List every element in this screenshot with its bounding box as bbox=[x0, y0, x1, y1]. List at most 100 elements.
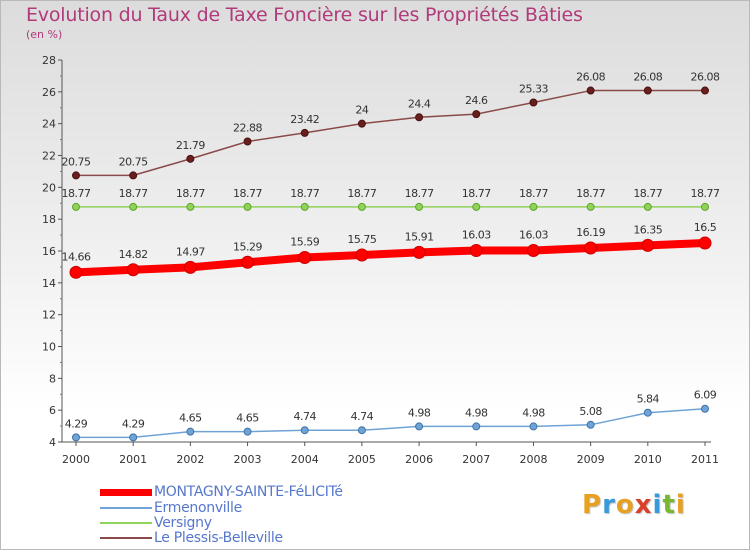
point-montagny-sainte-felicite-2005 bbox=[355, 248, 369, 262]
data-label-versigny-2008: 18.77 bbox=[519, 187, 548, 200]
data-label-le-plessis-belleville-2003: 22.88 bbox=[233, 121, 262, 134]
y-tick-label-12: 12 bbox=[42, 309, 56, 322]
point-versigny-2007 bbox=[472, 202, 481, 211]
data-label-ermenonville-2008: 4.98 bbox=[522, 406, 545, 419]
data-label-versigny-2001: 18.77 bbox=[119, 187, 148, 200]
data-label-versigny-2000: 18.77 bbox=[62, 187, 91, 200]
data-label-le-plessis-belleville-2002: 21.79 bbox=[176, 139, 205, 152]
point-le-plessis-belleville-2000 bbox=[72, 171, 80, 180]
y-tick-label-20: 20 bbox=[42, 181, 56, 194]
data-label-ermenonville-2011: 6.09 bbox=[694, 389, 717, 402]
legend-label-le-plessis-belleville: Le Plessis-Belleville bbox=[154, 530, 283, 546]
data-label-versigny-2003: 18.77 bbox=[233, 187, 262, 200]
point-ermenonville-2003 bbox=[243, 427, 252, 436]
x-tick-label-2010: 2010 bbox=[634, 453, 662, 466]
data-label-versigny-2007: 18.77 bbox=[462, 187, 491, 200]
point-ermenonville-2000 bbox=[72, 433, 80, 442]
legend-label-ermenonville: Ermenonville bbox=[154, 500, 242, 516]
point-le-plessis-belleville-2004 bbox=[300, 128, 309, 137]
data-label-ermenonville-2007: 4.98 bbox=[465, 406, 488, 419]
y-tick-label-4: 4 bbox=[49, 436, 56, 449]
point-versigny-2000 bbox=[72, 202, 80, 211]
data-label-versigny-2006: 18.77 bbox=[405, 187, 434, 200]
point-versigny-2005 bbox=[357, 202, 366, 211]
data-label-ermenonville-2009: 5.08 bbox=[579, 405, 602, 418]
data-label-montagny-sainte-felicite-2001: 14.82 bbox=[119, 248, 148, 261]
data-label-le-plessis-belleville-2011: 26.08 bbox=[691, 71, 720, 84]
point-ermenonville-2005 bbox=[357, 426, 366, 435]
x-tick-label-2001: 2001 bbox=[119, 453, 147, 466]
data-label-montagny-sainte-felicite-2005: 15.75 bbox=[347, 233, 376, 246]
point-le-plessis-belleville-2008 bbox=[529, 98, 538, 107]
proxiti-logo: Proxiti bbox=[582, 490, 686, 520]
x-tick-label-2011: 2011 bbox=[691, 453, 719, 466]
y-tick-label-28: 28 bbox=[42, 54, 56, 67]
series-line-montagny-sainte-felicite bbox=[72, 239, 709, 277]
y-tick-label-6: 6 bbox=[49, 404, 56, 417]
point-le-plessis-belleville-2009 bbox=[586, 86, 595, 95]
data-label-le-plessis-belleville-2005: 24 bbox=[355, 104, 368, 117]
data-label-montagny-sainte-felicite-2002: 14.97 bbox=[176, 245, 205, 258]
point-ermenonville-2011 bbox=[701, 404, 709, 413]
point-montagny-sainte-felicite-2008 bbox=[526, 244, 540, 258]
data-label-ermenonville-2006: 4.98 bbox=[408, 406, 431, 419]
y-tick-label-8: 8 bbox=[49, 372, 56, 385]
data-label-montagny-sainte-felicite-2011: 16.5 bbox=[694, 221, 717, 234]
x-tick-label-2007: 2007 bbox=[462, 453, 490, 466]
data-label-versigny-2002: 18.77 bbox=[176, 187, 205, 200]
data-label-versigny-2010: 18.77 bbox=[633, 187, 662, 200]
x-tick-label-2003: 2003 bbox=[234, 453, 262, 466]
data-label-montagny-sainte-felicite-2000: 14.66 bbox=[62, 250, 91, 263]
point-le-plessis-belleville-2007 bbox=[472, 110, 481, 119]
y-tick-label-14: 14 bbox=[42, 277, 56, 290]
data-label-le-plessis-belleville-2009: 26.08 bbox=[576, 71, 605, 84]
data-label-le-plessis-belleville-2007: 24.6 bbox=[465, 94, 488, 107]
data-label-le-plessis-belleville-2000: 20.75 bbox=[62, 155, 91, 168]
x-tick-label-2008: 2008 bbox=[519, 453, 547, 466]
legend-item-le-plessis-belleville[interactable]: Le Plessis-Belleville bbox=[100, 530, 283, 546]
legend-item-montagny[interactable]: MONTAGNY-SAINTE-FéLICITé bbox=[100, 484, 343, 500]
data-label-ermenonville-2004: 4.74 bbox=[293, 410, 316, 423]
data-label-le-plessis-belleville-2006: 24.4 bbox=[408, 97, 431, 110]
point-montagny-sainte-felicite-2011 bbox=[698, 236, 712, 250]
point-le-plessis-belleville-2011 bbox=[701, 86, 709, 95]
y-tick-label-24: 24 bbox=[42, 118, 56, 131]
data-label-montagny-sainte-felicite-2007: 16.03 bbox=[462, 229, 491, 242]
legend-item-ermenonville[interactable]: Ermenonville bbox=[100, 500, 242, 516]
point-ermenonville-2004 bbox=[300, 426, 309, 435]
point-montagny-sainte-felicite-2009 bbox=[584, 241, 598, 255]
point-montagny-sainte-felicite-2001 bbox=[126, 263, 140, 277]
point-versigny-2008 bbox=[529, 202, 538, 211]
data-label-versigny-2011: 18.77 bbox=[691, 187, 720, 200]
data-label-montagny-sainte-felicite-2006: 15.91 bbox=[405, 230, 434, 243]
data-label-versigny-2005: 18.77 bbox=[347, 187, 376, 200]
x-tick-label-2000: 2000 bbox=[62, 453, 90, 466]
point-versigny-2011 bbox=[701, 202, 709, 211]
point-versigny-2003 bbox=[243, 202, 252, 211]
y-tick-label-26: 26 bbox=[42, 86, 56, 99]
point-montagny-sainte-felicite-2000 bbox=[69, 265, 83, 279]
legend-label-versigny: Versigny bbox=[154, 515, 212, 531]
point-montagny-sainte-felicite-2007 bbox=[469, 244, 483, 258]
point-ermenonville-2007 bbox=[472, 422, 481, 431]
legend-swatch-ermenonville bbox=[100, 507, 152, 509]
point-montagny-sainte-felicite-2006 bbox=[412, 245, 426, 259]
point-versigny-2010 bbox=[643, 202, 652, 211]
legend-item-versigny[interactable]: Versigny bbox=[100, 515, 212, 531]
point-le-plessis-belleville-2003 bbox=[243, 137, 252, 146]
x-tick-label-2006: 2006 bbox=[405, 453, 433, 466]
point-montagny-sainte-felicite-2003 bbox=[241, 255, 255, 269]
legend-swatch-montagny bbox=[100, 488, 152, 496]
legend-label-montagny: MONTAGNY-SAINTE-FéLICITé bbox=[154, 484, 343, 500]
point-ermenonville-2002 bbox=[186, 427, 195, 436]
point-versigny-2009 bbox=[586, 202, 595, 211]
data-label-versigny-2004: 18.77 bbox=[290, 187, 319, 200]
point-ermenonville-2006 bbox=[415, 422, 424, 431]
point-montagny-sainte-felicite-2004 bbox=[298, 251, 312, 265]
data-label-le-plessis-belleville-2004: 23.42 bbox=[290, 113, 319, 126]
point-versigny-2004 bbox=[300, 202, 309, 211]
legend-swatch-le-plessis-belleville bbox=[100, 537, 152, 539]
point-ermenonville-2001 bbox=[129, 433, 138, 442]
point-ermenonville-2009 bbox=[586, 420, 595, 429]
